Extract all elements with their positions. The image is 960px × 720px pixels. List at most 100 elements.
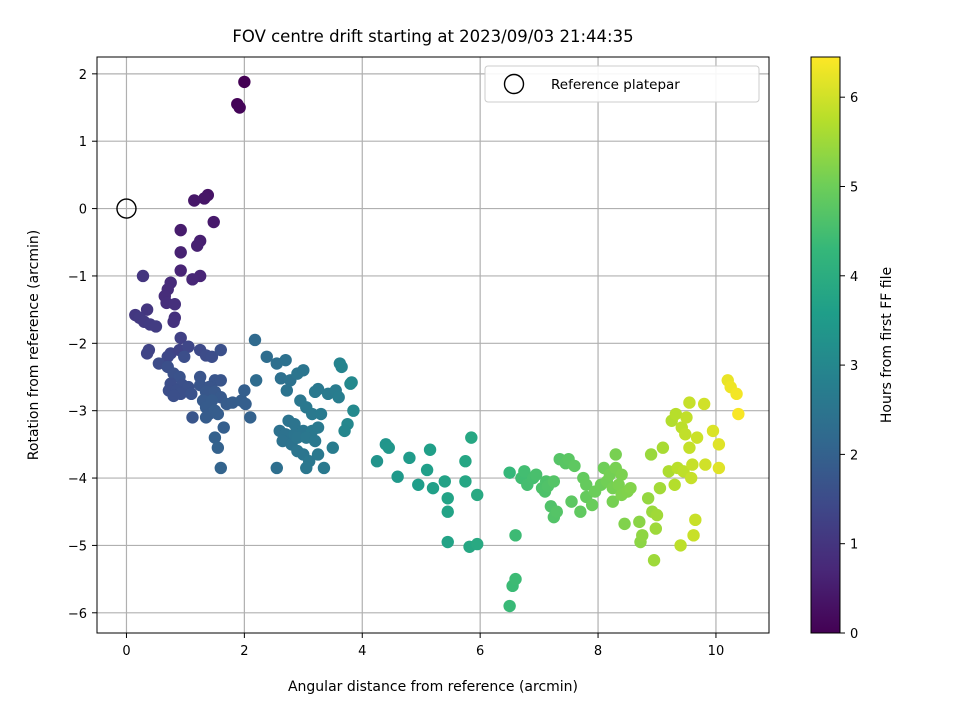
scatter-point xyxy=(669,407,683,421)
scatter-point xyxy=(291,431,304,444)
scatter-point xyxy=(547,475,561,488)
scatter-point xyxy=(574,505,587,518)
scatter-point xyxy=(420,463,434,477)
y-tick-label: −2 xyxy=(68,337,87,352)
y-tick-label: −5 xyxy=(68,539,87,554)
scatter-point xyxy=(580,478,593,491)
scatter-point xyxy=(471,537,484,551)
scatter-point xyxy=(300,461,313,475)
scatter-point xyxy=(297,364,310,377)
scatter-point xyxy=(211,407,225,421)
scatter-point xyxy=(178,350,191,363)
y-tick-label: −6 xyxy=(68,607,87,622)
scatter-point xyxy=(332,391,345,404)
scatter-point xyxy=(712,461,726,475)
colorbar-tick-label: 2 xyxy=(850,448,858,463)
scatter-point xyxy=(509,529,522,542)
scatter-point xyxy=(712,438,726,451)
scatter-point xyxy=(174,264,187,277)
colorbar-tick-label: 6 xyxy=(850,91,858,106)
scatter-point xyxy=(585,498,599,512)
scatter-point xyxy=(650,508,664,522)
legend: Reference platepar xyxy=(484,65,760,103)
scatter-point xyxy=(423,443,437,456)
scatter-point xyxy=(690,431,704,444)
scatter-point xyxy=(550,505,563,518)
y-axis-title: Rotation from reference (arcmin) xyxy=(26,230,42,460)
x-tick-label: 10 xyxy=(708,644,725,659)
scatter-point xyxy=(136,269,150,283)
x-axis: 0 2 4 6 8 10 xyxy=(122,633,724,659)
legend-entry-reference-platepar: Reference platepar xyxy=(551,77,680,93)
colorbar-tick-label: 5 xyxy=(850,180,858,195)
scatter-point xyxy=(689,513,702,527)
scatter-point xyxy=(167,315,180,328)
colorbar-title: Hours from first FF file xyxy=(879,267,895,423)
colorbar-tick-label: 0 xyxy=(850,627,858,642)
x-tick-label: 6 xyxy=(476,644,484,659)
scatter-point xyxy=(636,529,649,542)
scatter-point xyxy=(214,461,227,475)
y-tick-label: 2 xyxy=(79,68,87,83)
scatter-point xyxy=(208,431,222,444)
y-tick-label: 1 xyxy=(79,135,87,150)
x-tick-label: 0 xyxy=(122,644,130,659)
grid-lines xyxy=(97,57,769,633)
scatter-point xyxy=(683,441,696,454)
y-tick-label: 0 xyxy=(79,203,87,218)
scatter-point xyxy=(317,461,331,475)
scatter-point xyxy=(305,407,319,421)
scatter-point xyxy=(338,424,351,438)
plot-frame xyxy=(96,56,770,634)
scatter-point xyxy=(274,372,288,385)
scatter-point xyxy=(314,407,328,421)
scatter-point xyxy=(615,468,628,481)
scatter-point xyxy=(441,492,454,505)
scatter-point xyxy=(686,458,699,471)
legend-marker-open-circle xyxy=(503,73,525,95)
scatter-point xyxy=(618,517,631,531)
colorbar-tick-label: 3 xyxy=(850,359,858,374)
scatter-point xyxy=(199,411,213,424)
scatter-point xyxy=(174,246,187,259)
scatter-point xyxy=(311,421,325,434)
scatter-point xyxy=(644,448,658,461)
scatter-point xyxy=(649,522,663,535)
y-tick-label: −4 xyxy=(68,472,87,487)
scatter-point xyxy=(441,505,454,518)
scatter-point xyxy=(606,495,619,508)
colorbar-tick-label: 1 xyxy=(850,538,858,553)
x-tick-label: 8 xyxy=(594,644,602,659)
x-tick-label: 4 xyxy=(358,644,366,659)
scatter-point xyxy=(198,192,211,205)
scatter-point xyxy=(191,239,204,252)
scatter-point xyxy=(308,434,322,448)
scatter-point xyxy=(370,455,384,468)
reference-platepar-marker xyxy=(116,198,137,219)
scatter-point xyxy=(465,431,478,444)
legend-box xyxy=(484,65,760,103)
scatter-point xyxy=(609,448,622,461)
scatter-point xyxy=(699,458,712,471)
colorbar: 0 1 2 3 4 5 6 Hours from first FF file xyxy=(810,56,895,642)
scatter-point xyxy=(185,387,198,401)
x-axis-title: Angular distance from reference (arcmin) xyxy=(288,679,578,695)
scatter-point xyxy=(653,481,667,495)
scatter-point xyxy=(248,333,262,347)
scatter-point xyxy=(680,411,693,424)
scatter-point xyxy=(382,441,395,454)
scatter-point xyxy=(140,303,154,316)
scatter-point xyxy=(326,441,339,454)
scatter-point xyxy=(249,374,263,387)
scatter-point xyxy=(207,215,220,229)
colorbar-tick-label: 4 xyxy=(850,270,858,285)
scatter-point xyxy=(412,478,425,491)
scatter-point xyxy=(217,421,230,434)
scatter-point xyxy=(238,75,251,89)
scatter-point xyxy=(186,273,199,286)
scatter-point xyxy=(641,492,655,505)
scatter-point xyxy=(403,451,416,465)
scatter-point xyxy=(391,470,404,483)
colorbar-gradient-bar xyxy=(810,56,841,634)
